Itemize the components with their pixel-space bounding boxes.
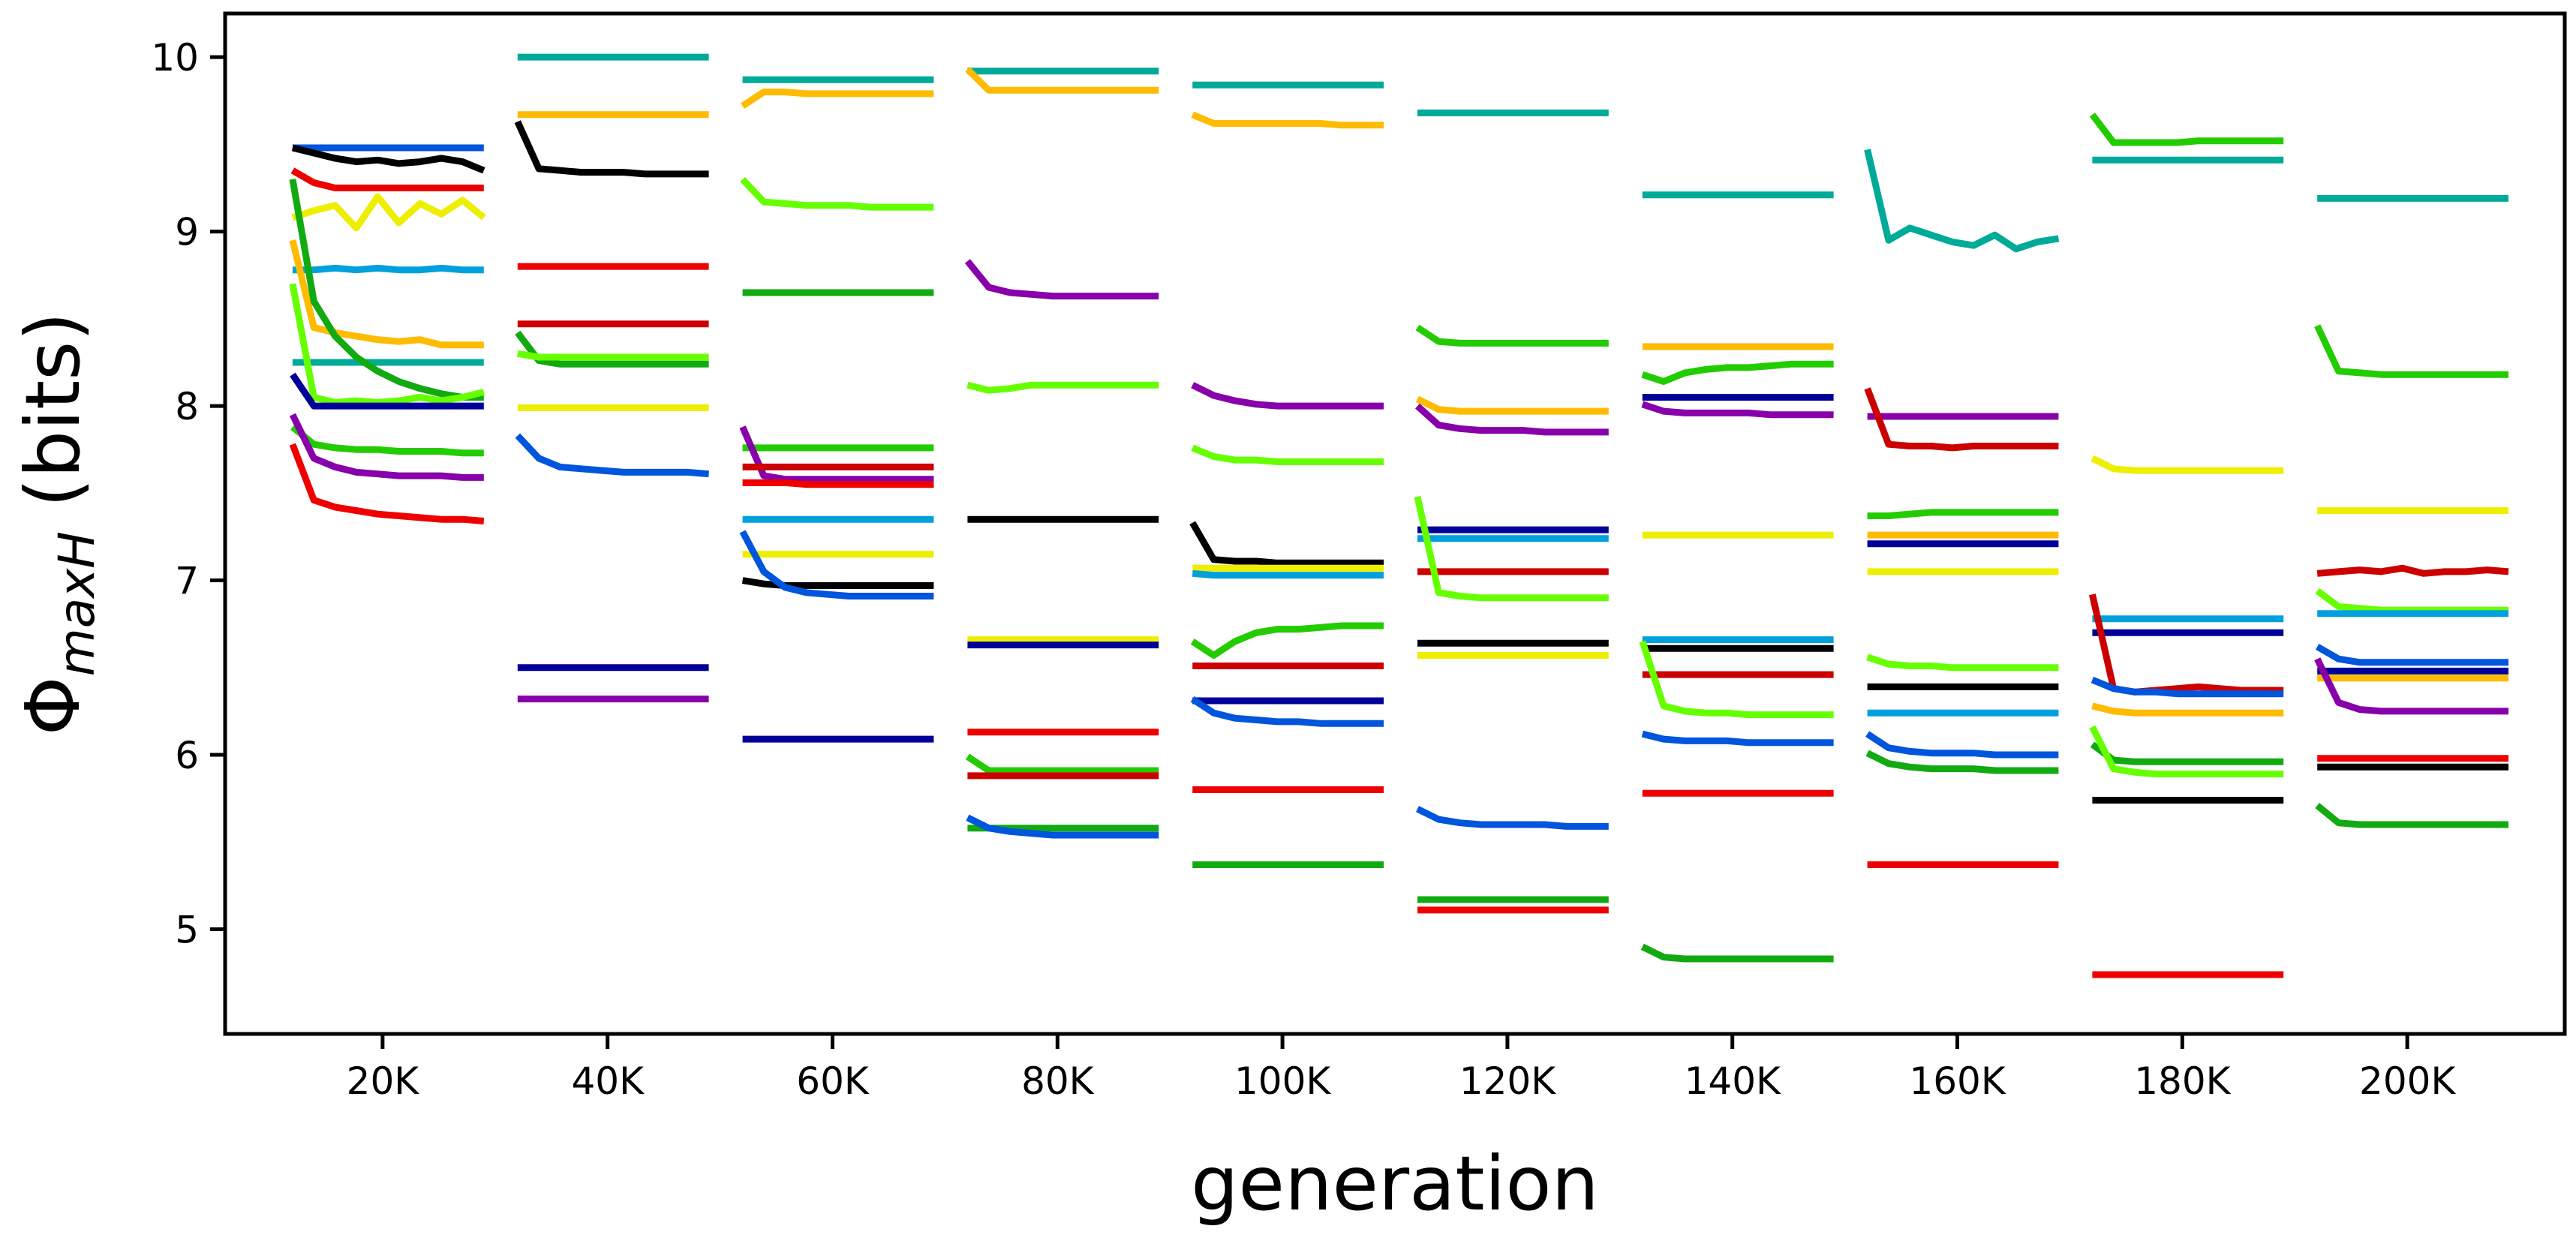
series-block-5 [1189, 81, 1384, 868]
series-block-6 [1414, 110, 1609, 914]
series-line-b4-s2 [965, 67, 1159, 94]
series-line-b8-s12 [1865, 750, 2059, 774]
series-line-b3-s11 [741, 577, 934, 589]
series-line-b7-s11 [1641, 730, 1834, 747]
series-line-b1-s6 [289, 239, 484, 349]
series-line-b4-s12 [966, 814, 1159, 839]
series-line-b9-s8 [2091, 702, 2284, 717]
y-axis-title-units: (bits) [9, 312, 97, 531]
series-block-7 [1639, 191, 1834, 963]
y-tick-label: 10 [151, 36, 199, 80]
series-line-b5-s5 [1189, 521, 1384, 566]
series-line-b8-s1 [1864, 149, 2060, 253]
series-line-b1-s12 [289, 413, 484, 481]
series-line-b7-s3 [1641, 360, 1834, 385]
series-line-b10-s7 [2315, 644, 2508, 666]
series-line-b5-s3 [1191, 382, 1384, 410]
series-line-b9-s9 [2090, 741, 2284, 765]
series-line-b7-s10 [1639, 640, 1834, 719]
series-line-b5-s11 [1190, 696, 1384, 727]
series-line-b10-s5 [2315, 587, 2508, 614]
series-line-b4-s3 [964, 259, 1159, 300]
y-tick-label: 7 [175, 560, 199, 603]
y-axis-title: ΦmaxH (bits) [9, 312, 106, 736]
y-tick-label: 6 [175, 734, 199, 777]
series-line-b1-s9 [289, 283, 485, 406]
series-line-b1-s10 [290, 372, 484, 410]
series-line-b6-s8 [1414, 496, 1609, 602]
series-line-b6-s4 [1414, 403, 1609, 436]
series-line-b8-s3 [1864, 387, 2059, 452]
x-tick-label: 80K [1021, 1059, 1095, 1103]
x-tick-label: 100K [1234, 1059, 1331, 1103]
series-line-b10-s2 [2314, 324, 2508, 378]
x-tick-label: 160K [1909, 1059, 2006, 1103]
tick-layer: 20K 40K 60K 80K 100K 120K 140K 160K 180K 200K 5 6 7 8… [151, 36, 2456, 1103]
series-line-b3-s3 [740, 176, 934, 211]
series-block-1 [289, 144, 486, 524]
series-line-b9-s3 [2091, 455, 2284, 474]
series-line-b3-s6 [739, 425, 934, 483]
x-axis-title: generation [1191, 1140, 1599, 1227]
series-block-4 [964, 67, 1159, 839]
series-line-b9-s7 [2091, 676, 2284, 698]
series-line-b1-s5 [292, 264, 484, 274]
series-block-2 [514, 53, 709, 703]
y-tick-label: 9 [175, 211, 199, 254]
series-line-b5-s8 [1190, 622, 1384, 659]
x-tick-label: 200K [2359, 1059, 2456, 1103]
series-line-b6-s11 [1416, 806, 1609, 830]
x-tick-label: 120K [1459, 1059, 1556, 1103]
series-line-b3-s8 [742, 479, 934, 488]
series-line-b5-s7 [1192, 569, 1384, 579]
x-tick-label: 140K [1685, 1059, 1781, 1103]
series-line-b1-s8 [289, 179, 484, 401]
series-line-b10-s13 [2315, 803, 2508, 828]
y-tick-label: 8 [175, 385, 199, 428]
series-line-b8-s4 [1867, 509, 2059, 519]
series-block-8 [1864, 149, 2060, 868]
x-tick-label: 60K [796, 1059, 870, 1103]
x-tick-label: 40K [571, 1059, 645, 1103]
series-line-b3-s2 [741, 89, 934, 109]
series-line-b2-s3 [514, 120, 709, 178]
series-line-b1-s13 [289, 443, 485, 524]
series-line-b10-s10 [2314, 657, 2508, 715]
x-tick-label: 180K [2134, 1059, 2231, 1103]
series-line-b2-s7 [517, 350, 709, 361]
series-line-b8-s8 [1866, 654, 2059, 672]
series-line-b2-s6 [515, 330, 709, 368]
series-line-b10-s4 [2316, 564, 2509, 577]
series-line-b4-s4 [966, 381, 1159, 394]
plot-frame [223, 11, 2567, 1036]
series-line-b4-s9 [965, 753, 1159, 774]
series-line-b2-s9 [515, 433, 709, 478]
series-block-9 [2089, 113, 2284, 978]
x-tick-label: 20K [347, 1059, 420, 1103]
series-block-3 [739, 76, 934, 743]
series-layer [289, 53, 2509, 978]
series-line-b8-s11 [1865, 731, 2059, 759]
series-line-b7-s5 [1641, 401, 1834, 419]
series-line-b1-s4 [291, 193, 486, 232]
series-line-b1-s11 [290, 424, 484, 457]
series-line-b5-s2 [1191, 111, 1384, 129]
series-line-b7-s13 [1640, 943, 1834, 963]
series-line-b9-s10 [2089, 725, 2284, 778]
series-line-b9-s1 [2089, 113, 2284, 146]
series-block-10 [2314, 194, 2509, 828]
series-line-b1-s3 [290, 167, 484, 191]
series-line-b6-s3 [1416, 395, 1609, 415]
series-line-b3-s12 [739, 530, 934, 599]
series-line-b5-s4 [1191, 444, 1384, 465]
y-tick-label: 5 [175, 909, 199, 952]
series-line-b6-s2 [1415, 324, 1609, 347]
y-axis-title-symbol: Φ [9, 677, 97, 736]
y-axis-title-subscript: maxH [48, 531, 106, 676]
series-line-b1-s2 [291, 144, 485, 174]
